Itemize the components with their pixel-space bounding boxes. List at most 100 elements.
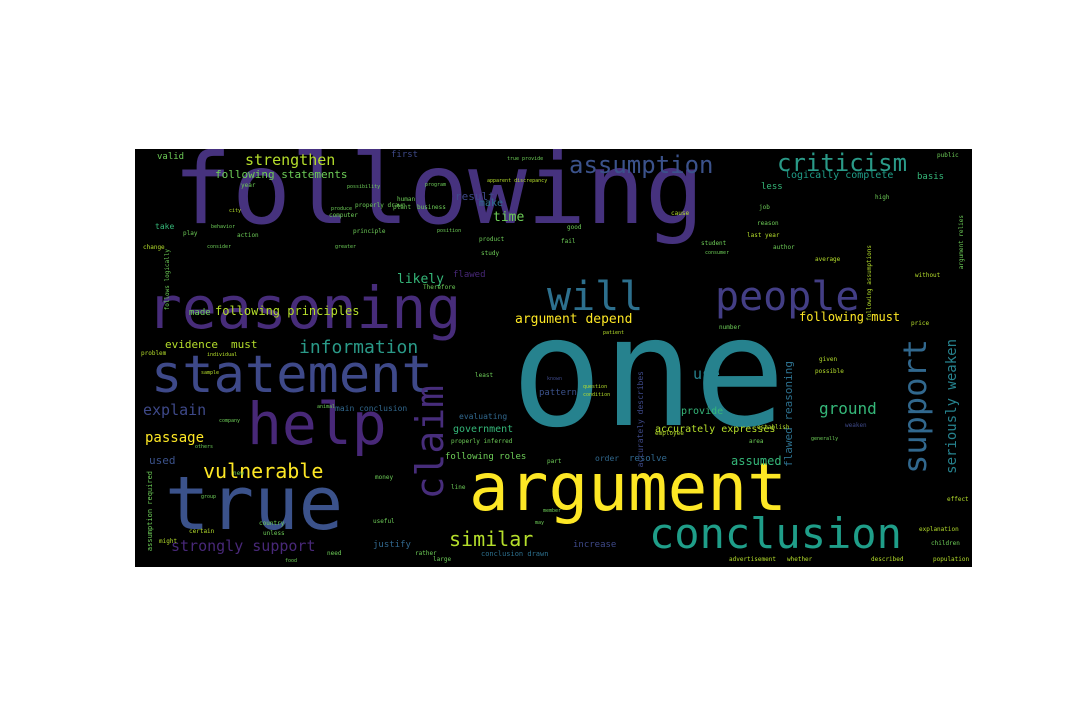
word-patient: patient [603,330,625,336]
word-make: make [479,198,504,209]
word-generally: generally [811,436,839,442]
word-accurately-expresses: accurately expresses [655,424,776,435]
word-help: help [247,390,387,458]
word-argument-depend: argument depend [515,312,633,327]
word-flawed: flawed [453,270,486,280]
word-need: need [327,550,342,557]
word-weaken: weaken [845,422,867,429]
word-new: new [233,470,244,477]
word-unless: unless [263,530,285,537]
word-author: author [773,244,795,251]
word-establish: establish [757,424,790,431]
word-company: company [219,418,241,424]
word-area: area [749,438,764,445]
word-plant: plant [393,204,412,211]
word-conclusion-drawn: conclusion drawn [481,550,549,558]
word-year: year [241,182,256,189]
word-study: study [481,250,500,257]
word-must: must [231,338,258,351]
word-position: position [437,228,462,234]
word-consumer: consumer [705,250,730,256]
word-public: public [937,152,959,159]
word-large: large [433,556,452,563]
word-claim: claim [408,385,452,500]
word-assumed: assumed [731,454,782,468]
word-therefore: Therefore [423,284,456,291]
word-explanation: explanation [919,526,959,533]
word-greater: greater [335,244,357,250]
word-question: question [583,384,608,390]
word-country: country [259,520,285,527]
word-resolve: resolve [629,454,667,464]
word-valid: valid [157,152,185,162]
word-might: might [159,538,178,545]
word-true: true [165,461,344,547]
word-given: given [819,356,838,363]
word-rather: rather [415,550,437,557]
word-justify: justify [373,540,411,550]
word-certain: certain [189,528,215,535]
word-least: least [475,372,494,379]
word-likely: likely [397,272,444,287]
word-take: take [155,222,175,231]
word-logically-complete: logically complete [785,170,894,181]
word-cloud-canvas: following one argument reasoning stateme… [135,149,972,567]
word-first: first [391,150,419,160]
word-result: result [455,190,495,203]
word-reason: reason [757,220,779,227]
word-true-provide: true provide [507,156,544,162]
word-human: human [397,196,416,203]
word-one: one [511,284,786,461]
word-provide: provide [681,406,724,417]
word-individual: individual [207,352,238,358]
word-produce: produce [331,206,353,212]
word-action: action [237,232,259,239]
word-properly-drawn: properly drawn [355,202,406,209]
word-children: children [931,540,960,547]
word-people: people [715,274,860,320]
word-possible: possible [815,368,844,375]
word-conclusion: conclusion [649,509,902,558]
word-used: used [149,454,176,467]
word-apparent-discrepancy: apparent discrepancy [487,178,548,184]
word-following-assumptions: following assumptions [866,245,873,321]
word-price: price [911,320,930,327]
word-following: following [173,149,705,247]
word-change: change [143,244,165,251]
word-food: food [285,558,298,564]
word-flawed-reasoning: flawed reasoning [782,361,795,467]
word-money: money [375,474,394,481]
word-pattern: pattern [539,388,577,398]
word-without: without [915,272,941,279]
word-basis: basis [917,172,945,182]
word-accurately-describes: accurately describes [636,371,645,468]
word-sample: sample [201,370,220,376]
word-average: average [815,256,841,263]
word-cause: cause [671,210,690,217]
word-following-principles: following principles [215,304,360,318]
word-principle: principle [353,228,386,235]
word-consider: consider [207,244,232,250]
word-evidence: evidence [165,338,218,351]
word-will: will [547,274,644,320]
word-population: population [933,556,970,563]
word-advertisement: advertisement [729,556,776,563]
word-statement: statement [151,345,433,405]
word-use: use [693,365,721,383]
word-strongly-support: strongly support [171,537,316,555]
word-seriously-weaken: seriously weaken [944,339,960,474]
word-group: group [201,494,217,500]
word-condition: condition [583,392,611,398]
word-number: number [719,324,741,331]
word-strengthen: strengthen [245,151,336,169]
word-increase: increase [573,540,617,550]
word-high: high [875,194,890,201]
word-part: part [547,458,562,465]
word-good: good [567,224,582,231]
word-government: government [453,424,514,435]
word-play: play [183,230,198,237]
word-information: information [299,337,419,358]
word-assumption-required: assumption required [146,471,154,552]
word-known: known [547,376,563,382]
word-follows-logically: follows logically [164,249,171,311]
